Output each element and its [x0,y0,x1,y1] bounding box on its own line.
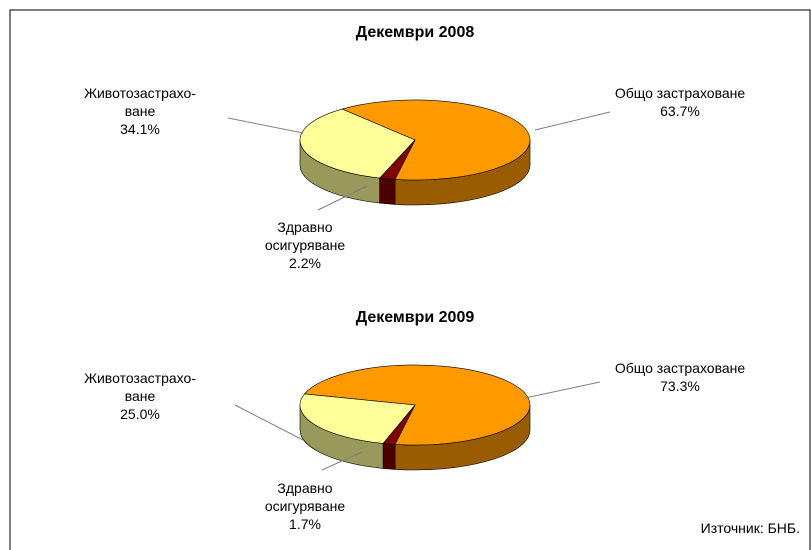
chart-title: Декември 2008 [356,24,475,41]
pie-slice [299,108,416,179]
leader-line [534,111,611,131]
category-label: Здравно осигуряване [265,219,346,253]
value-label: 63.7% [660,103,700,119]
leader-line [524,381,601,399]
value-label: 2.2% [289,255,321,271]
value-label: 1.7% [289,516,321,532]
category-label: Животозастрахо-ване [84,85,196,119]
category-label: Животозастрахо-ване [84,370,196,404]
category-label: Здравно осигуряване [265,480,346,514]
pie-slice [303,364,531,446]
pie-slice [341,99,531,181]
value-label: 73.3% [660,378,700,394]
category-label: Общо застраховане [615,360,746,376]
value-label: 34.1% [120,121,160,137]
category-label: Общо застраховане [615,85,746,101]
pie-side [382,443,396,470]
pie-side [379,177,396,205]
chart-title: Декември 2009 [356,309,475,326]
value-label: 25.0% [120,406,160,422]
source: Източник: БНБ. [701,520,800,536]
leader-line [317,185,368,211]
leader-line [234,404,304,441]
leader-line [321,451,363,471]
leader-line [227,117,304,134]
pie-slice [299,393,416,444]
